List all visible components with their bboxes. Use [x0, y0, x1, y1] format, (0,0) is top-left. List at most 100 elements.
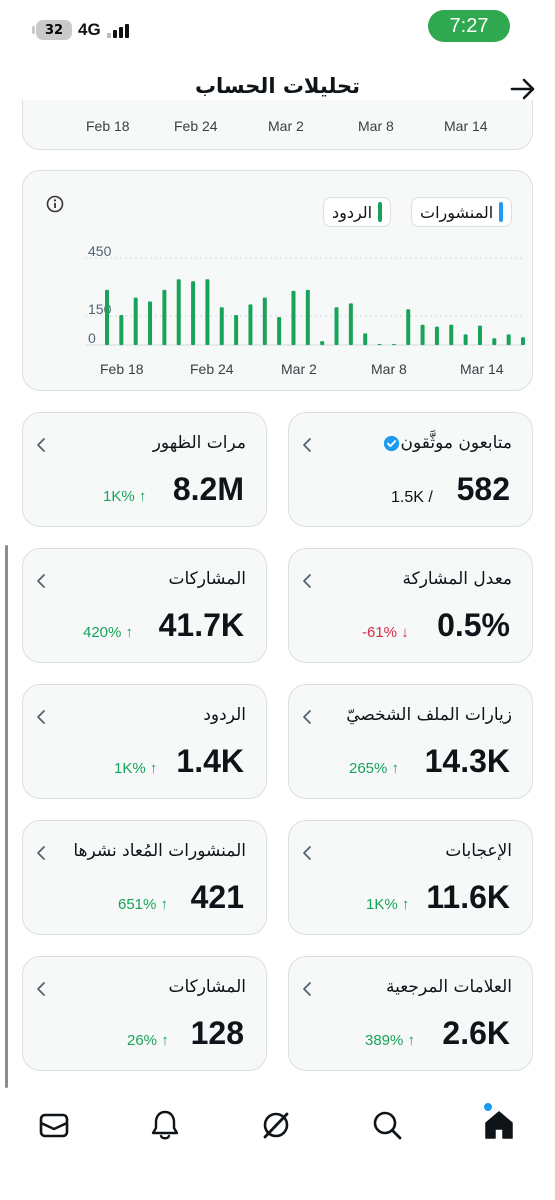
chevron-left-icon: [303, 982, 311, 996]
stat-value: 421: [190, 879, 244, 915]
bar-replies: [148, 301, 153, 345]
x-tick-label: Feb 18: [100, 361, 144, 377]
bar-replies: [334, 307, 339, 345]
stat-label: الردود: [203, 705, 246, 725]
top-axis-label: Mar 2: [268, 118, 304, 134]
stat-change-value: 265%: [349, 760, 388, 777]
bar-replies: [219, 307, 224, 345]
bar-replies: [506, 334, 511, 345]
arrow-up-icon: ↑: [160, 896, 169, 913]
stat-card-shares[interactable]: المشاركات 128 26% ↑: [22, 956, 267, 1071]
chevron-left-icon: [303, 438, 311, 452]
stat-value: 0.5%: [437, 607, 510, 643]
stat-label: متابعون موثَّقون: [400, 433, 512, 453]
bar-replies: [492, 338, 497, 345]
stat-value: 41.7K: [158, 607, 244, 643]
stat-change: 651% ↑: [118, 896, 168, 913]
bar-replies: [248, 304, 253, 345]
bar-replies: [277, 316, 282, 345]
stat-card-verified-followers[interactable]: متابعون موثَّقون 582 1.5K /: [288, 412, 533, 527]
bar-replies: [449, 324, 454, 345]
stat-card-bookmarks[interactable]: العلامات المرجعية 2.6K 389% ↑: [288, 956, 533, 1071]
x-tick-label: Mar 2: [281, 361, 317, 377]
header: تحليلات الحساب: [0, 62, 555, 114]
stat-card-profile-visits[interactable]: زيارات الملف الشخصيّ 14.3K 265% ↑: [288, 684, 533, 799]
stat-change-value: 420%: [83, 624, 122, 641]
arrow-up-icon: ↑: [125, 624, 134, 641]
bar-replies: [477, 325, 482, 345]
search-icon[interactable]: [370, 1108, 404, 1142]
notifications-icon[interactable]: [148, 1108, 182, 1142]
bar-replies: [463, 334, 468, 345]
stat-value: 1.4K: [176, 743, 244, 779]
previous-chart-card: Feb 18 Feb 24 Mar 2 Mar 8 Mar 14: [22, 100, 533, 150]
stat-change-value: 1K%: [114, 760, 146, 777]
home-notification-dot: [484, 1103, 492, 1111]
info-icon[interactable]: [46, 195, 64, 213]
stat-change: 26% ↑: [127, 1032, 169, 1049]
bottom-tab-bar: [0, 1090, 555, 1200]
stat-value: 128: [190, 1015, 244, 1051]
bar-replies: [176, 279, 181, 345]
bar-replies: [291, 290, 296, 345]
stat-card-engagements[interactable]: المشاركات 41.7K 420% ↑: [22, 548, 267, 663]
stat-change: 420% ↑: [83, 624, 133, 641]
stat-value: 582: [456, 471, 510, 507]
chevron-left-icon: [303, 710, 311, 724]
grok-icon[interactable]: [259, 1108, 293, 1142]
verified-badge-icon: [384, 435, 400, 451]
top-axis-label: Feb 18: [86, 118, 130, 134]
top-axis-label: Feb 24: [174, 118, 218, 134]
y-tick-label: 450: [88, 243, 112, 259]
stat-label: المشاركات: [168, 977, 246, 997]
bar-replies: [521, 337, 525, 345]
bar-replies: [262, 297, 267, 345]
network-type: 4G: [78, 20, 101, 39]
arrow-up-icon: ↑: [149, 760, 158, 777]
stat-card-engagement-rate[interactable]: معدل المشاركة 0.5% -61% ↓: [288, 548, 533, 663]
stat-value: 8.2M: [172, 471, 244, 507]
legend-replies-label: الردود: [332, 202, 373, 222]
chevron-left-icon: [37, 710, 45, 724]
top-axis-label: Mar 8: [358, 118, 394, 134]
stat-total: 1.5K /: [391, 489, 433, 506]
legend-posts-swatch: [499, 202, 504, 222]
legend-replies-swatch: [378, 202, 383, 222]
scrollbar[interactable]: [5, 545, 8, 1088]
y-tick-label: 0: [88, 330, 96, 346]
stat-value: 14.3K: [424, 743, 510, 779]
arrow-up-icon: ↑: [407, 1032, 416, 1049]
top-axis-label: Mar 14: [444, 118, 488, 134]
legend-replies[interactable]: الردود: [323, 197, 392, 227]
chevron-left-icon: [37, 982, 45, 996]
home-icon[interactable]: [482, 1108, 516, 1142]
stat-change-value: 651%: [118, 896, 157, 913]
status-bar: 32 4G 7:27: [0, 0, 555, 62]
stat-label: زيارات الملف الشخصيّ: [346, 705, 512, 725]
back-arrow-icon[interactable]: [509, 76, 537, 102]
bar-replies: [191, 281, 196, 345]
messages-icon[interactable]: [37, 1108, 71, 1142]
legend-posts[interactable]: المنشورات: [411, 197, 513, 227]
chevron-left-icon: [37, 846, 45, 860]
stat-change-value: 389%: [365, 1032, 404, 1049]
stat-card-reposts[interactable]: المنشورات المُعاد نشرها 421 651% ↑: [22, 820, 267, 935]
stat-card-replies[interactable]: الردود 1.4K 1K% ↑: [22, 684, 267, 799]
clock-pill: 7:27: [428, 10, 510, 42]
legend-posts-label: المنشورات: [420, 202, 494, 222]
x-tick-label: Mar 8: [371, 361, 407, 377]
stat-card-impressions[interactable]: مرات الظهور 8.2M 1K% ↑: [22, 412, 267, 527]
stat-label: العلامات المرجعية: [385, 977, 512, 997]
bar-replies: [363, 333, 368, 345]
stat-label: مرات الظهور: [152, 433, 246, 453]
bar-replies: [205, 279, 210, 345]
x-tick-label: Feb 24: [190, 361, 234, 377]
chevron-left-icon: [303, 574, 311, 588]
arrow-up-icon: ↑: [138, 488, 147, 505]
bar-replies: [105, 289, 109, 345]
stat-change: 1K% ↑: [114, 760, 157, 777]
stat-card-likes[interactable]: الإعجابات 11.6K 1K% ↑: [288, 820, 533, 935]
bar-replies: [391, 344, 396, 345]
stat-change-value: 1K%: [366, 896, 398, 913]
